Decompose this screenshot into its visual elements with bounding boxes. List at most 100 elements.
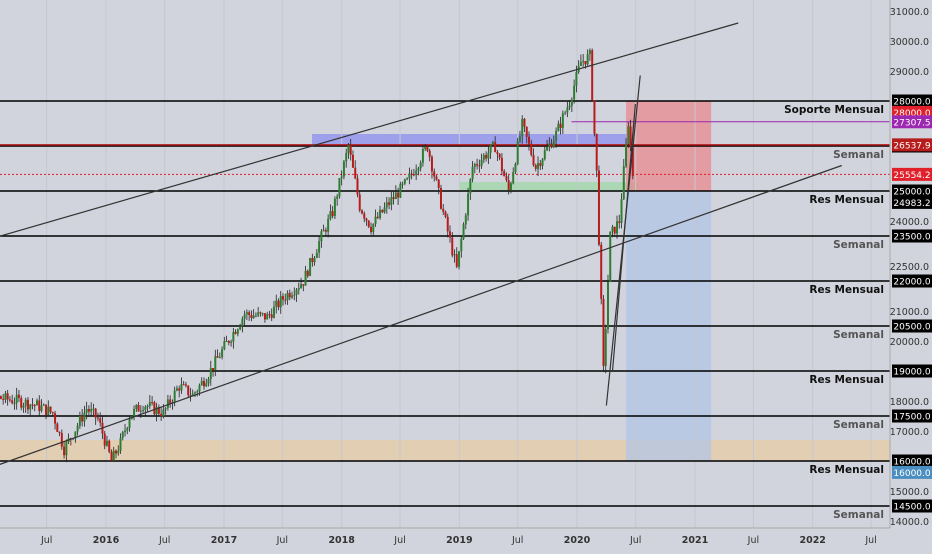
candle[interactable] bbox=[399, 183, 402, 198]
candle[interactable] bbox=[178, 388, 181, 391]
candle[interactable] bbox=[458, 251, 461, 267]
candle[interactable] bbox=[390, 197, 393, 205]
candle[interactable] bbox=[410, 173, 413, 175]
candle[interactable] bbox=[38, 400, 41, 411]
candle[interactable] bbox=[288, 292, 291, 298]
candle[interactable] bbox=[586, 54, 589, 65]
candle[interactable] bbox=[2, 398, 5, 400]
candle[interactable] bbox=[417, 168, 420, 171]
candle[interactable] bbox=[532, 154, 535, 166]
candle[interactable] bbox=[480, 159, 483, 166]
candle[interactable] bbox=[383, 207, 386, 213]
candle[interactable] bbox=[259, 312, 262, 314]
candle[interactable] bbox=[439, 188, 442, 209]
candle[interactable] bbox=[430, 156, 433, 172]
candle[interactable] bbox=[248, 312, 251, 316]
candle[interactable] bbox=[164, 408, 167, 410]
candle[interactable] bbox=[403, 179, 406, 184]
candle[interactable] bbox=[166, 399, 169, 409]
candle[interactable] bbox=[148, 402, 151, 407]
candle[interactable] bbox=[24, 399, 27, 406]
candle[interactable] bbox=[379, 209, 382, 218]
candle[interactable] bbox=[543, 150, 546, 160]
candle[interactable] bbox=[81, 415, 84, 422]
candle[interactable] bbox=[282, 296, 284, 300]
candle[interactable] bbox=[600, 244, 603, 299]
candle[interactable] bbox=[505, 176, 508, 181]
candle[interactable] bbox=[570, 99, 573, 106]
candle[interactable] bbox=[437, 179, 440, 189]
candle[interactable] bbox=[555, 131, 558, 141]
candle[interactable] bbox=[360, 210, 363, 214]
candle[interactable] bbox=[17, 394, 20, 398]
candle[interactable] bbox=[263, 313, 266, 320]
candle[interactable] bbox=[58, 431, 61, 434]
candle[interactable] bbox=[151, 402, 154, 404]
candle[interactable] bbox=[135, 404, 138, 409]
candle[interactable] bbox=[270, 314, 273, 318]
candle[interactable] bbox=[216, 356, 219, 358]
candle[interactable] bbox=[351, 154, 354, 168]
candle[interactable] bbox=[49, 406, 52, 413]
candle[interactable] bbox=[212, 367, 215, 371]
candle[interactable] bbox=[191, 393, 194, 396]
candle[interactable] bbox=[6, 393, 9, 400]
candle[interactable] bbox=[363, 213, 366, 219]
candle[interactable] bbox=[397, 192, 400, 198]
candle[interactable] bbox=[162, 409, 165, 417]
candle[interactable] bbox=[180, 384, 183, 391]
candle[interactable] bbox=[20, 397, 23, 408]
candle[interactable] bbox=[485, 154, 488, 159]
candle[interactable] bbox=[613, 226, 616, 234]
candle[interactable] bbox=[449, 231, 452, 238]
candle[interactable] bbox=[426, 146, 429, 151]
candle[interactable] bbox=[309, 258, 312, 276]
candle[interactable] bbox=[331, 211, 334, 217]
candle[interactable] bbox=[455, 254, 458, 267]
candle[interactable] bbox=[291, 295, 294, 298]
candle[interactable] bbox=[157, 407, 160, 414]
candle[interactable] bbox=[611, 226, 614, 232]
candle[interactable] bbox=[47, 406, 50, 416]
candle[interactable] bbox=[277, 300, 280, 308]
candle[interactable] bbox=[182, 384, 185, 386]
candle[interactable] bbox=[225, 341, 228, 343]
purple-zone[interactable] bbox=[312, 134, 633, 145]
candle[interactable] bbox=[625, 143, 628, 167]
candle[interactable] bbox=[546, 146, 549, 151]
candle[interactable] bbox=[394, 192, 397, 200]
candle[interactable] bbox=[421, 148, 424, 163]
candle[interactable] bbox=[36, 400, 39, 406]
candle[interactable] bbox=[239, 326, 242, 330]
candle[interactable] bbox=[627, 126, 630, 144]
candle[interactable] bbox=[189, 395, 192, 397]
candle[interactable] bbox=[297, 288, 300, 290]
candle[interactable] bbox=[491, 142, 494, 145]
candle[interactable] bbox=[155, 407, 158, 415]
candle[interactable] bbox=[482, 154, 485, 160]
candle[interactable] bbox=[336, 196, 339, 199]
candle[interactable] bbox=[205, 383, 208, 387]
candle[interactable] bbox=[268, 314, 271, 316]
candle[interactable] bbox=[320, 231, 323, 242]
candle[interactable] bbox=[200, 380, 203, 386]
candle[interactable] bbox=[406, 178, 409, 180]
candle[interactable] bbox=[193, 392, 196, 394]
green-zone[interactable] bbox=[459, 182, 639, 192]
candle[interactable] bbox=[243, 314, 246, 319]
candle[interactable] bbox=[349, 145, 352, 155]
candle[interactable] bbox=[4, 393, 7, 400]
candle[interactable] bbox=[428, 150, 431, 157]
candle[interactable] bbox=[597, 170, 600, 245]
candle[interactable] bbox=[250, 315, 253, 318]
candle[interactable] bbox=[374, 216, 377, 224]
candle[interactable] bbox=[96, 417, 99, 419]
candle[interactable] bbox=[446, 216, 449, 232]
candle[interactable] bbox=[573, 85, 576, 100]
candle[interactable] bbox=[230, 341, 233, 343]
candle[interactable] bbox=[245, 312, 248, 315]
candle[interactable] bbox=[568, 105, 571, 108]
candle[interactable] bbox=[467, 193, 470, 216]
candle[interactable] bbox=[347, 145, 350, 153]
candle[interactable] bbox=[54, 413, 57, 424]
